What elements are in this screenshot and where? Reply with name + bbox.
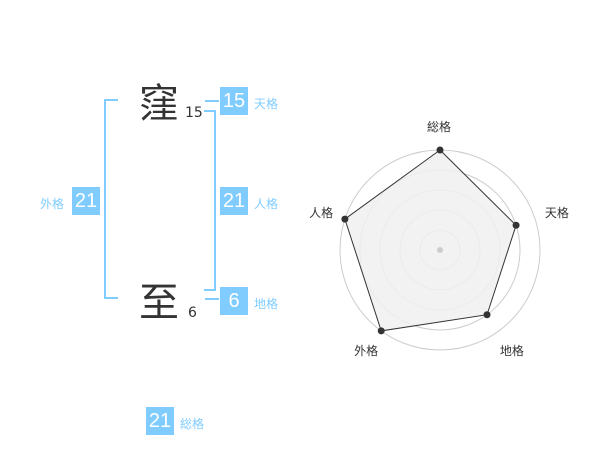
tenkaku-value: 15 bbox=[220, 87, 248, 115]
name-char-1-strokes: 15 bbox=[185, 105, 203, 121]
radar-point bbox=[341, 215, 349, 223]
jinkaku-bracket-top bbox=[204, 110, 216, 112]
soukaku-value: 21 bbox=[146, 407, 174, 435]
soukaku-label: 総格 bbox=[180, 417, 205, 431]
name-char-2: 至 bbox=[139, 280, 179, 326]
jinkaku-label: 人格 bbox=[254, 197, 279, 211]
chikaku-label: 地格 bbox=[254, 297, 279, 311]
tenkaku-connector bbox=[205, 100, 219, 102]
radar-center bbox=[437, 247, 443, 253]
gaikaku-bracket bbox=[104, 99, 106, 299]
radar-axis-label: 地格 bbox=[499, 344, 524, 359]
tenkaku-label: 天格 bbox=[254, 97, 279, 111]
radar-point bbox=[377, 327, 385, 335]
radar-point bbox=[512, 221, 520, 229]
radar-polygon bbox=[344, 149, 517, 332]
radar-axis-label: 人格 bbox=[309, 205, 334, 220]
chikaku-value: 6 bbox=[220, 287, 248, 315]
radar-axis-label: 総格 bbox=[427, 120, 452, 134]
jinkaku-value: 21 bbox=[220, 187, 248, 215]
gaikaku-label: 外格 bbox=[40, 197, 65, 211]
radar-point bbox=[483, 311, 491, 319]
name-char-1: 窪 bbox=[139, 81, 179, 127]
gaikaku-bracket-top bbox=[104, 99, 118, 101]
jinkaku-bracket-bottom bbox=[204, 289, 216, 291]
radar-axis-label: 外格 bbox=[354, 344, 379, 359]
radar-axis-label: 天格 bbox=[544, 205, 569, 220]
name-char-2-strokes: 6 bbox=[188, 305, 197, 321]
radar-point bbox=[436, 146, 444, 154]
gaikaku-bracket-bottom bbox=[104, 297, 118, 299]
chikaku-connector bbox=[205, 298, 219, 300]
gaikaku-value: 21 bbox=[72, 187, 100, 215]
jinkaku-bracket-vertical bbox=[214, 110, 216, 290]
